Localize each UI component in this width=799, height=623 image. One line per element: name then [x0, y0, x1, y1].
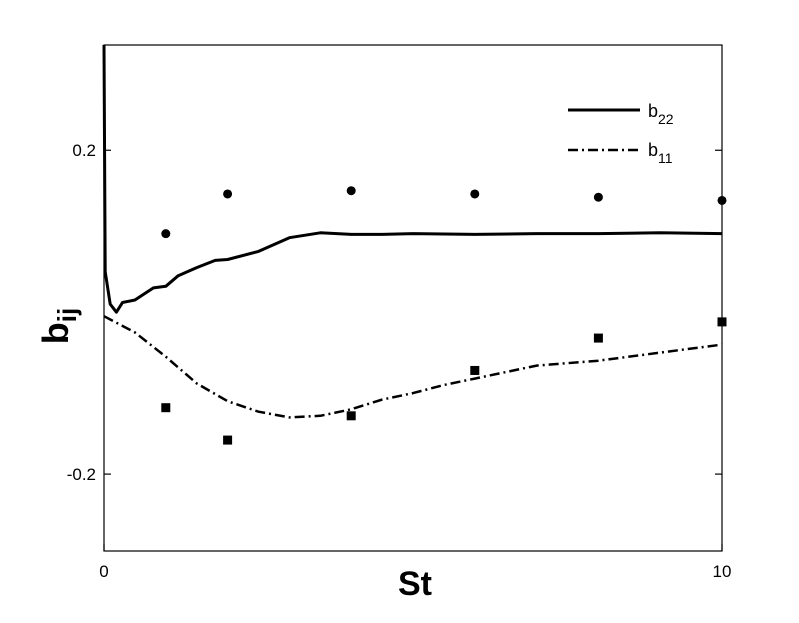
- marker-square: [717, 317, 727, 327]
- legend-label-b22-sub: 22: [658, 111, 674, 127]
- marker-square: [346, 411, 356, 421]
- x-tick-label: 10: [713, 562, 732, 581]
- legend-label-b11-sub: 11: [658, 150, 673, 166]
- y-axis-title-main: b: [35, 322, 76, 344]
- y-tick-label: -0.2: [67, 465, 96, 484]
- marker-circle: [717, 195, 727, 205]
- series-line-b11: [103, 315, 723, 419]
- legend-label-b11-main: b: [648, 140, 658, 160]
- legend-label-b11: b11: [648, 140, 673, 166]
- legend: b22 b11: [568, 101, 674, 166]
- marker-square: [161, 403, 171, 413]
- marker-circle: [470, 189, 480, 199]
- y-axis-title-sub: ij: [52, 308, 82, 322]
- marker-square: [470, 365, 480, 375]
- marker-circle: [346, 186, 356, 196]
- series-line-b22: [102, 44, 723, 314]
- plot-frame: [103, 44, 723, 552]
- y-axis-title: bij: [35, 308, 82, 344]
- marker-circle: [223, 189, 233, 199]
- y-tick-label: 0.2: [72, 141, 96, 160]
- svg-text:bij: bij: [35, 308, 82, 344]
- plot-area: [103, 44, 723, 552]
- marker-circle: [593, 192, 603, 202]
- marker-circle: [161, 229, 171, 239]
- x-axis-title: St: [398, 565, 432, 603]
- marker-square: [593, 333, 603, 343]
- legend-label-b22: b22: [648, 101, 674, 127]
- x-tick-label: 0: [99, 562, 108, 581]
- axis-ticks: 0.2 -0.2 0 10: [67, 141, 732, 581]
- legend-label-b22-main: b: [648, 101, 658, 121]
- marker-square: [223, 435, 233, 445]
- data-marks: [102, 44, 727, 445]
